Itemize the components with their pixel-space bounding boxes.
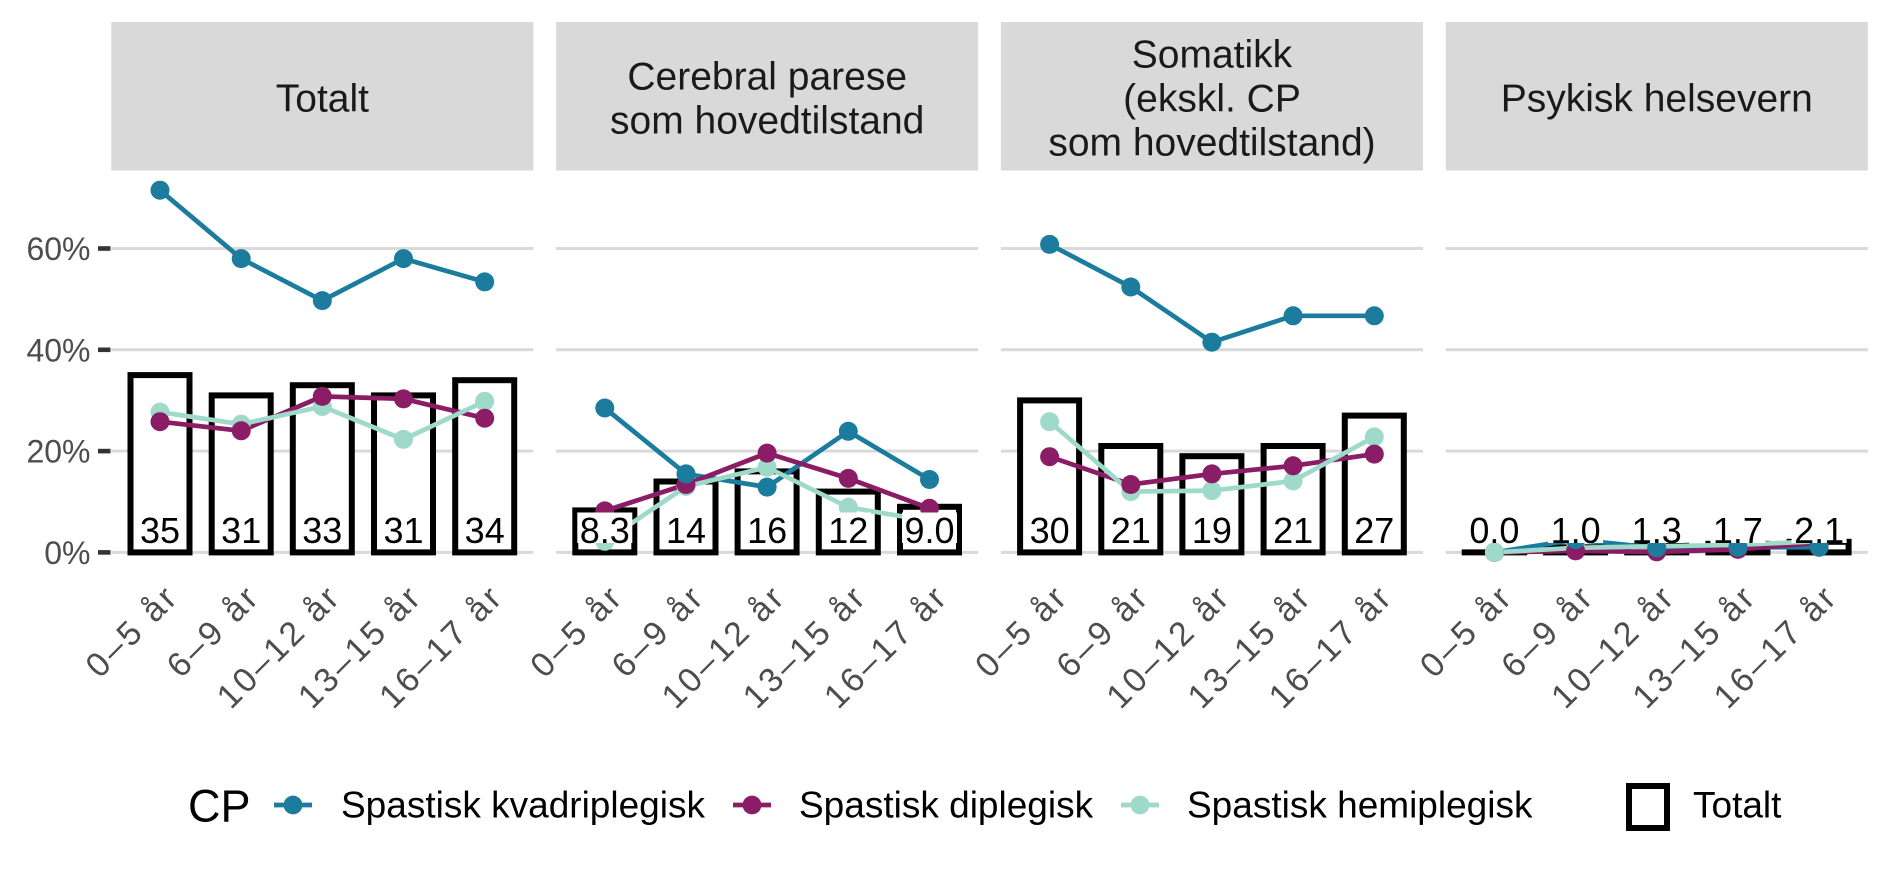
- svg-text:som hovedtilstand: som hovedtilstand: [610, 99, 924, 142]
- svg-text:1.7: 1.7: [1713, 510, 1763, 551]
- svg-text:9.0: 9.0: [904, 510, 954, 551]
- svg-text:31: 31: [383, 510, 423, 551]
- svg-text:0.0: 0.0: [1469, 510, 1519, 551]
- svg-text:21: 21: [1273, 510, 1313, 551]
- svg-text:Totalt: Totalt: [1693, 785, 1782, 826]
- svg-text:1.0: 1.0: [1551, 510, 1601, 551]
- svg-text:21: 21: [1111, 510, 1151, 551]
- svg-text:30: 30: [1030, 510, 1070, 551]
- svg-text:12: 12: [828, 510, 868, 551]
- svg-text:CP: CP: [188, 781, 251, 832]
- svg-text:19: 19: [1192, 510, 1232, 551]
- svg-text:34: 34: [465, 510, 505, 551]
- svg-text:Psykisk helsevern: Psykisk helsevern: [1501, 77, 1813, 120]
- svg-text:Spastisk diplegisk: Spastisk diplegisk: [799, 785, 1094, 826]
- svg-text:35: 35: [140, 510, 180, 551]
- svg-text:2.1: 2.1: [1794, 510, 1844, 551]
- svg-text:8.3: 8.3: [580, 510, 630, 551]
- svg-text:Somatikk: Somatikk: [1132, 33, 1293, 76]
- svg-text:(ekskl. CP: (ekskl. CP: [1123, 77, 1301, 120]
- svg-text:0%: 0%: [44, 535, 90, 571]
- svg-text:Totalt: Totalt: [276, 77, 369, 120]
- svg-text:27: 27: [1354, 510, 1394, 551]
- svg-text:Cerebral parese: Cerebral parese: [627, 55, 907, 98]
- svg-text:som hovedtilstand): som hovedtilstand): [1048, 121, 1375, 164]
- svg-text:Spastisk kvadriplegisk: Spastisk kvadriplegisk: [341, 785, 705, 826]
- svg-text:60%: 60%: [26, 231, 90, 267]
- svg-text:14: 14: [666, 510, 706, 551]
- svg-text:33: 33: [302, 510, 342, 551]
- svg-text:31: 31: [221, 510, 261, 551]
- svg-text:40%: 40%: [26, 332, 90, 368]
- svg-text:Spastisk hemiplegisk: Spastisk hemiplegisk: [1187, 785, 1533, 826]
- svg-text:1.3: 1.3: [1632, 510, 1682, 551]
- svg-text:16: 16: [747, 510, 787, 551]
- svg-text:20%: 20%: [26, 434, 90, 470]
